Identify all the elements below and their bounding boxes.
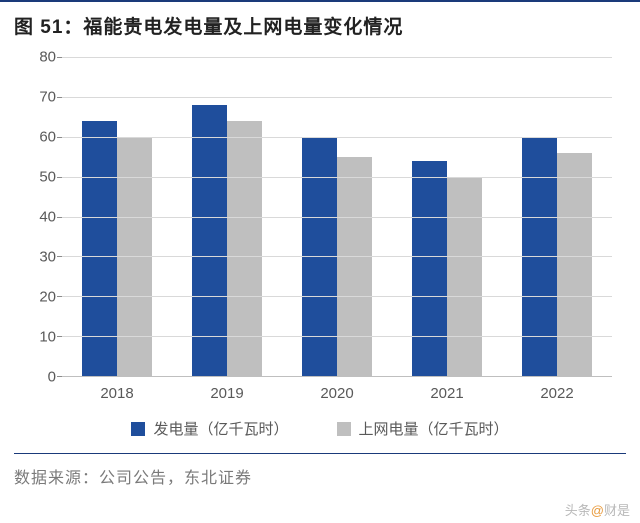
gridline [62,177,612,178]
y-tick-mark [57,97,62,98]
y-tick-label: 70 [39,89,56,106]
gridline [62,296,612,297]
y-tick-label: 50 [39,169,56,186]
watermark-name: 财是 [604,503,630,518]
legend-swatch [337,422,351,436]
x-tick-label: 2019 [172,377,282,402]
y-tick-label: 10 [39,329,56,346]
title-main: 福能贵电发电量及上网电量变化情况 [83,17,403,38]
legend-item: 发电量（亿千瓦时） [131,418,288,439]
plot-area [62,57,612,377]
legend: 发电量（亿千瓦时） 上网电量（亿千瓦时） [28,402,612,443]
y-tick-mark [57,296,62,297]
source-line: 数据来源：公司公告，东北证券 [0,454,640,498]
title-prefix: 图 51： [14,17,83,38]
legend-item: 上网电量（亿千瓦时） [337,418,509,439]
gridline [62,97,612,98]
bar [447,177,482,376]
chart-title: 图 51：福能贵电发电量及上网电量变化情况 [14,12,626,39]
bar [82,121,117,376]
legend-label: 发电量（亿千瓦时） [153,418,288,439]
source-label: 数据来源： [14,470,99,487]
y-tick-label: 60 [39,129,56,146]
chart-area: 01020304050607080 [28,57,612,377]
y-tick-label: 40 [39,209,56,226]
watermark-prefix: 头条 [565,503,591,518]
y-tick-label: 30 [39,249,56,266]
title-bar: 图 51：福能贵电发电量及上网电量变化情况 [0,0,640,47]
x-tick-label: 2022 [502,377,612,402]
gridline [62,256,612,257]
x-tick-label: 2021 [392,377,502,402]
y-tick-mark [57,137,62,138]
bar [412,161,447,376]
bar [337,157,372,376]
y-tick-label: 80 [39,49,56,66]
legend-label: 上网电量（亿千瓦时） [359,418,509,439]
gridline [62,336,612,337]
gridline [62,57,612,58]
y-tick-mark [57,376,62,377]
source-text: 公司公告，东北证券 [99,470,252,487]
gridline [62,217,612,218]
y-tick-mark [57,177,62,178]
y-tick-label: 0 [48,369,56,386]
bar [557,153,592,376]
y-tick-label: 20 [39,289,56,306]
y-tick-mark [57,57,62,58]
x-tick-label: 2020 [282,377,392,402]
chart-container: 0 10 20 30 40 50 60 70 80 20182019202020212022 发… [0,47,640,449]
y-tick-mark [57,217,62,218]
y-tick-mark [57,336,62,337]
x-axis-labels: 20182019202020212022 [62,377,612,402]
y-tick-mark [57,256,62,257]
gridline [62,137,612,138]
bar [227,121,262,376]
x-tick-label: 2018 [62,377,172,402]
at-icon: @ [591,503,604,518]
watermark: 头条@财是 [565,500,630,519]
legend-swatch [131,422,145,436]
